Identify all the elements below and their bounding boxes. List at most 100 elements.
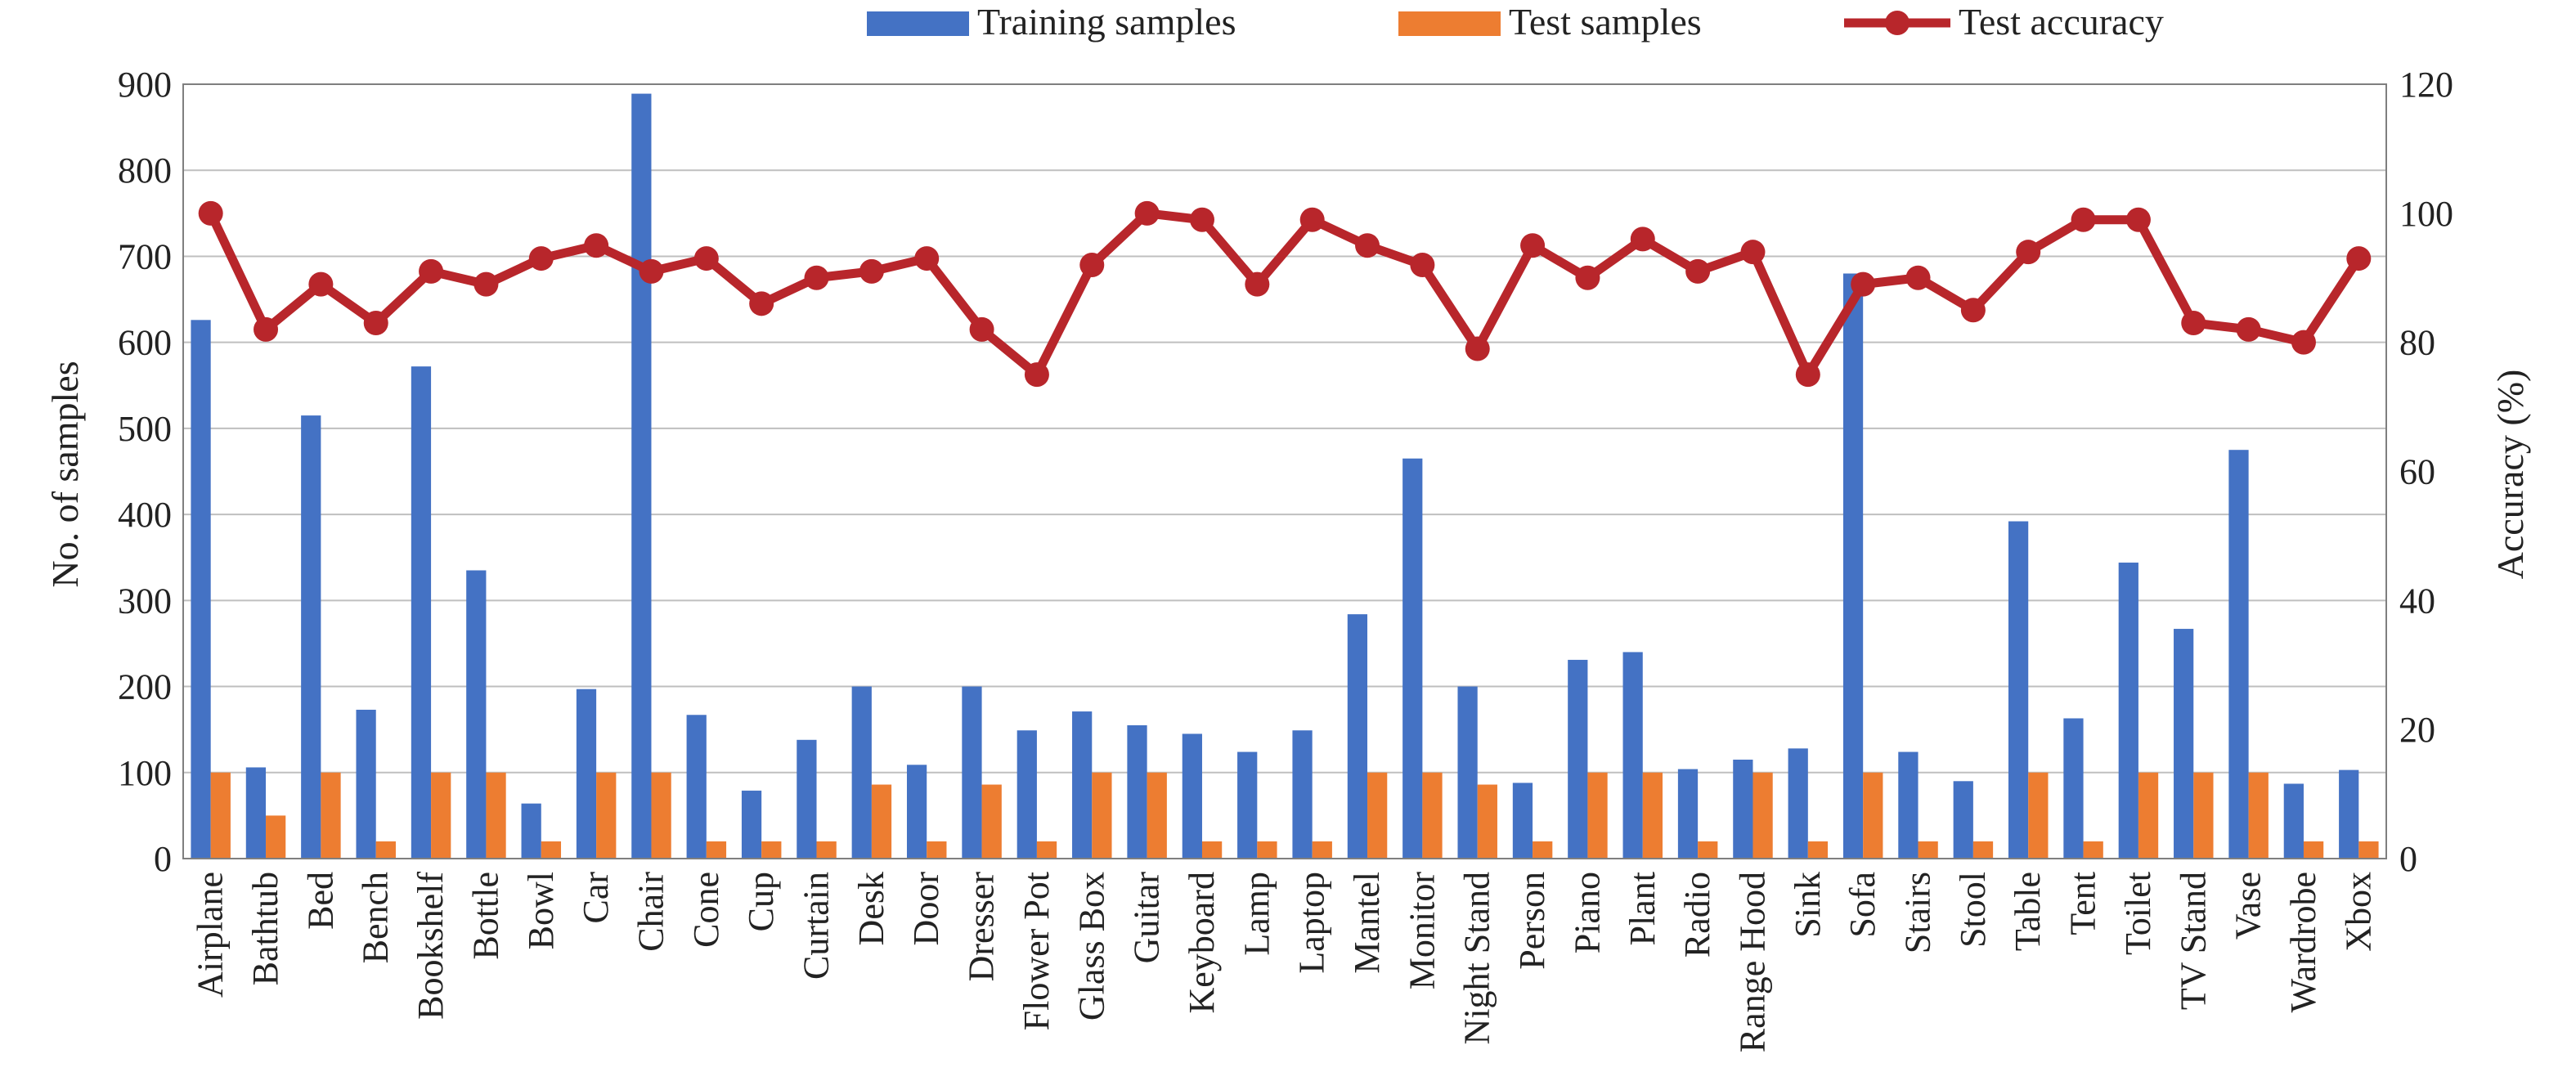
bar-training-samples [2339,769,2359,859]
bar-training-samples [2063,718,2084,859]
bar-training-samples [1677,769,1699,859]
bar-training-samples [411,366,432,859]
accuracy-point [1134,200,1160,226]
accuracy-point [1960,298,1986,323]
bar-training-samples [1237,751,1258,859]
bar-test-samples [2138,772,2159,859]
y-tick-label: 200 [118,667,172,707]
accuracy-point [1851,271,1876,297]
y2-tick-label: 40 [2399,581,2435,621]
x-tick-label: Airplane [191,872,231,998]
bar-test-samples [1201,841,1223,859]
x-tick-label: Lamp [1236,872,1277,956]
x-tick-label: Desk [851,872,891,945]
x-tick-label: Plant [1622,872,1663,945]
bar-training-samples [2283,783,2304,859]
accuracy-point [693,246,719,271]
y-tick-label: 900 [118,65,172,105]
bar-training-samples [2118,563,2138,859]
accuracy-point [1685,258,1711,284]
x-tick-label: Flower Pot [1016,872,1057,1030]
y-tick-label: 500 [118,409,172,449]
bar-training-samples [1402,458,1423,859]
bar-test-samples [541,841,562,859]
y2-tick-label: 100 [2399,194,2453,234]
bar-test-samples [1036,841,1057,859]
y-tick-label: 800 [118,150,172,191]
legend-label: Training samples [977,1,1236,43]
gridlines [183,83,2386,774]
x-tick-label: Keyboard [1182,872,1222,1014]
x-tick-label: Monitor [1402,872,1442,990]
accuracy-line [198,200,2372,388]
accuracy-point [1079,252,1105,277]
x-tick-label: Radio [1677,872,1717,958]
accuracy-point [198,200,223,226]
bar-training-samples [1292,730,1313,859]
accuracy-point [1740,240,1766,265]
bar-test-samples [1698,841,1718,859]
accuracy-point [528,246,554,271]
bar-test-samples [2303,841,2324,859]
legend-swatch [1398,11,1501,36]
accuracy-point [1355,233,1380,258]
bar-test-samples [1092,772,1112,859]
bar-test-samples [1918,841,1938,859]
y-tick-label: 100 [118,753,172,793]
accuracy-point [1465,336,1490,361]
x-tick-label: Bowl [521,872,561,949]
bar-training-samples [356,709,376,859]
legend: Training samples Test samples Test accurac… [867,1,2164,43]
accuracy-point [419,258,444,284]
accuracy-point [1575,265,1600,290]
x-tick-label: Dresser [962,872,1002,982]
x-tick-label: Curtain [797,872,837,980]
x-tick-label: Chair [631,872,671,952]
bar-test-samples [431,772,451,859]
bar-training-samples [962,686,982,859]
accuracy-point [639,258,664,284]
accuracy-point [1905,265,1931,290]
bar-training-samples [1788,748,1808,859]
bar-training-samples [1457,686,1478,859]
accuracy-point [473,271,499,297]
x-tick-label: Table [2008,872,2048,951]
bar-training-samples [906,765,927,859]
bar-test-samples [2193,772,2214,859]
plot-frame [182,83,2387,859]
bar-test-samples [1477,784,1497,859]
x-tick-label: Laptop [1292,872,1332,974]
x-tick-label: Wardrobe [2283,872,2323,1012]
x-tick-label: Bookshelf [411,872,451,1020]
bar-test-samples [2248,772,2269,859]
x-tick-label: Stool [1953,872,1993,948]
legend-label: Test samples [1509,1,1702,43]
bar-training-samples [1953,781,1973,859]
bar-test-samples [1257,841,1277,859]
bar-training-samples [1016,730,1037,859]
bar-training-samples [1127,724,1147,859]
y2-tick-label: 120 [2399,65,2453,105]
accuracy-point [2016,240,2041,265]
x-tick-label: Range Hood [1732,872,1772,1052]
bar-training-samples [631,93,652,859]
x-tick-label: Sofa [1842,872,1883,938]
bar-test-samples [1642,772,1663,859]
accuracy-point [2346,246,2372,271]
y-tick-label: 400 [118,495,172,535]
legend-label: Test accuracy [1959,1,2164,43]
bar-training-samples [1512,783,1533,859]
x-tick-label: TV Stand [2173,872,2213,1010]
bar-test-samples [210,772,231,859]
bar-training-samples [2174,629,2194,859]
accuracy-point [1520,233,1546,258]
bar-test-samples [321,772,341,859]
x-tick-label: Vase [2228,872,2269,940]
bar-training-samples [1072,711,1093,859]
bar-test-samples [981,784,1002,859]
bar-training-samples [686,715,707,859]
accuracy-point [584,233,609,258]
accuracy-point [1024,362,1049,388]
accuracy-point [1795,362,1820,388]
